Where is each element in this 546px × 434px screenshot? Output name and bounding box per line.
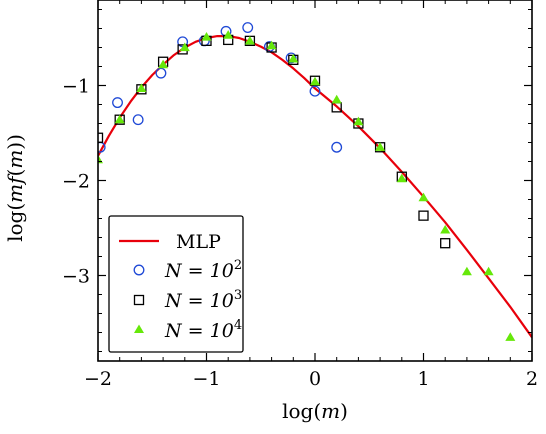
- legend-text-n3: N = 10: [164, 290, 234, 312]
- x-tick-label: 2: [526, 368, 538, 390]
- data-point-circle: [242, 22, 254, 34]
- x-tick-label: −1: [192, 368, 220, 390]
- data-point-square: [440, 238, 451, 249]
- data-point-triangle: [136, 83, 147, 92]
- legend-text-n4: N = 10: [164, 320, 234, 342]
- legend-exp-n4: 4: [234, 318, 242, 333]
- data-point-circle: [132, 114, 144, 126]
- data-point-triangle: [483, 266, 494, 276]
- data-point-triangle: [114, 114, 125, 124]
- x-tick-label: 0: [309, 368, 321, 390]
- data-point-triangle: [223, 30, 234, 39]
- legend-label-mlp: MLP: [176, 231, 221, 253]
- data-point-triangle: [288, 53, 299, 63]
- legend-label-n2: N = 102: [164, 258, 242, 282]
- y-axis-title: log(mf(m)): [3, 134, 27, 242]
- data-point-triangle: [440, 224, 451, 234]
- y-tick-label: −2: [62, 171, 90, 193]
- legend-marker-circle: [133, 264, 145, 276]
- legend-marker-square: [133, 294, 145, 306]
- x-tick-label: −2: [84, 368, 112, 390]
- x-axis-title: log(m): [282, 399, 348, 423]
- x-tick-label: 1: [417, 368, 429, 390]
- data-point-triangle: [310, 76, 320, 86]
- data-point-triangle: [505, 332, 516, 341]
- data-point-square: [418, 210, 429, 221]
- legend-label-n3: N = 103: [164, 288, 242, 312]
- data-point-triangle: [396, 173, 407, 183]
- data-point-circle: [331, 141, 343, 153]
- legend: MLP N = 102 N = 103 N = 104: [108, 215, 244, 353]
- data-point-triangle: [179, 42, 190, 52]
- legend-box: [108, 215, 244, 353]
- legend-label-n4: N = 104: [164, 318, 242, 342]
- data-point-triangle: [266, 40, 277, 50]
- legend-exp-n3: 3: [234, 288, 242, 303]
- data-point-triangle: [375, 142, 386, 151]
- legend-text-n2: N = 10: [164, 260, 234, 282]
- data-point-circle: [112, 97, 123, 109]
- data-point-triangle: [418, 192, 429, 202]
- data-point-triangle: [461, 266, 472, 276]
- data-point-triangle: [201, 32, 212, 41]
- legend-exp-n2: 2: [234, 258, 242, 273]
- data-point-triangle: [353, 116, 364, 126]
- y-tick-label: −1: [62, 76, 90, 98]
- data-point-triangle: [244, 35, 255, 45]
- y-tick-label: −3: [62, 266, 90, 288]
- data-point-square: [98, 132, 104, 143]
- data-point-triangle: [331, 94, 342, 104]
- legend-marker-triangle: [134, 324, 144, 333]
- data-point-circle: [309, 85, 321, 97]
- data-point-circle: [155, 67, 167, 79]
- data-point-triangle: [158, 59, 169, 69]
- ticks-layer: −2 −1 0 1 2 −1 −2 −3: [62, 0, 538, 390]
- data-point-circle: [285, 52, 297, 64]
